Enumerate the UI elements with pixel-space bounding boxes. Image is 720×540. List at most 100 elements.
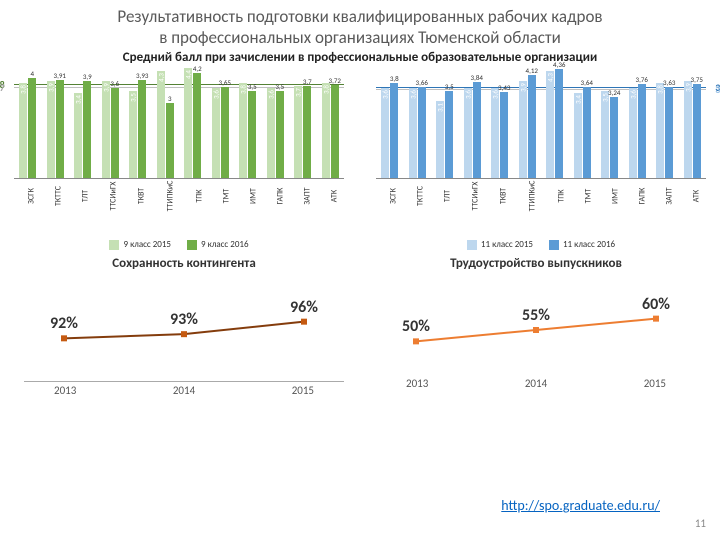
bar-value: 3,4 xyxy=(573,95,582,104)
bar: 3,8 xyxy=(656,83,664,178)
bar: 3,24 xyxy=(610,97,618,178)
bar-value: 3,65 xyxy=(219,78,231,87)
bar-value: 3,6 xyxy=(381,90,390,99)
x-axis-label: 2015 xyxy=(292,384,314,397)
bar-value: 3,72 xyxy=(329,76,341,85)
bar-value: 3,7 xyxy=(294,88,303,97)
bar-value: 3,6 xyxy=(463,90,472,99)
bar-value: 3,6 xyxy=(266,90,275,99)
bar: 3,6 xyxy=(111,88,119,178)
bar: 3,4 xyxy=(74,93,82,178)
x-axis-label: 2013 xyxy=(54,384,76,397)
bar-value: 3,76 xyxy=(636,75,648,84)
bar-value: 3,9 xyxy=(46,83,55,92)
bar: 3,65 xyxy=(221,87,229,178)
bar-value: 3,5 xyxy=(129,93,138,102)
bar: 3,9 xyxy=(519,81,527,179)
bar: 3,76 xyxy=(638,84,646,178)
bar: 3,6 xyxy=(464,88,472,178)
x-axis-label: 2013 xyxy=(406,377,428,390)
bar-value: 3,4 xyxy=(74,95,83,104)
bar-value: 3,93 xyxy=(136,71,148,80)
source-link[interactable]: http://spo.graduate.edu.ru/ xyxy=(501,497,660,514)
bar-value: 3,5 xyxy=(445,82,454,91)
bar-value: 3,6 xyxy=(408,90,417,99)
bar-value: 4,2 xyxy=(193,64,202,73)
bar-value: 4,36 xyxy=(553,60,565,69)
bar-value: 3,91 xyxy=(54,71,66,80)
bar-value: 3,7 xyxy=(303,77,312,86)
bar-value: 3,6 xyxy=(628,90,637,99)
bar-value: 3,24 xyxy=(608,88,620,97)
bar-value: 3,5 xyxy=(275,82,284,91)
bar: 3,4 xyxy=(574,93,582,178)
bar-value: 3,6 xyxy=(211,90,220,99)
bar: 3,93 xyxy=(138,80,146,178)
bar: 3,6 xyxy=(491,88,499,178)
bar: 3,64 xyxy=(583,87,591,178)
bar: 3,7 xyxy=(303,86,311,179)
bar: 3,7 xyxy=(294,86,302,179)
line-chart-employment: Трудоустройство выпускников50%55%60%2013… xyxy=(376,256,696,397)
chart-title: Сохранность контингента xyxy=(24,256,344,271)
bar-value: 3,6 xyxy=(110,79,119,88)
page-subtitle: Средний балл при зачислении в профессион… xyxy=(0,50,720,65)
bar: 3,8 xyxy=(239,83,247,178)
bar-value: 3,8 xyxy=(390,74,399,83)
x-axis-label: 2014 xyxy=(173,384,195,397)
bar: 4,4 xyxy=(184,68,192,178)
x-axis-label: АТК xyxy=(676,182,710,209)
bar: 3,9 xyxy=(102,81,110,179)
bar: 3,66 xyxy=(418,87,426,179)
bar-value: 3,75 xyxy=(691,75,703,84)
bar-value: 3,66 xyxy=(416,78,428,87)
bar: 4,36 xyxy=(555,69,563,178)
chart-title: Трудоустройство выпускников xyxy=(376,256,696,271)
bar: 3,9 xyxy=(83,81,91,179)
bar: 3,5 xyxy=(129,91,137,179)
bar-value: 4,3 xyxy=(546,73,555,82)
reference-label: 3,6 xyxy=(715,83,720,96)
bar: 4 xyxy=(28,78,36,178)
bar-value: 3,5 xyxy=(248,82,257,91)
bar-value: 3,8 xyxy=(321,85,330,94)
bar: 3,5 xyxy=(601,91,609,179)
bar-value: 3,9 xyxy=(518,83,527,92)
x-axis-label: 2015 xyxy=(644,377,666,390)
bar: 3,72 xyxy=(331,85,339,178)
page-number: 11 xyxy=(695,517,706,530)
bar: 3,63 xyxy=(665,87,673,178)
bar-value: 4,3 xyxy=(156,73,165,82)
bar-value: 3,84 xyxy=(471,73,483,82)
bar-value: 3,8 xyxy=(239,85,248,94)
bar-value: 4,12 xyxy=(526,66,538,75)
bar-value: 3,1 xyxy=(436,103,445,112)
bar: 4,12 xyxy=(528,75,536,178)
bar: 4,3 xyxy=(157,71,165,179)
reference-label: 3,7 xyxy=(0,81,5,94)
bar-value: 3,8 xyxy=(19,85,28,94)
bar: 3,5 xyxy=(445,91,453,179)
bar: 3,43 xyxy=(500,92,508,178)
bar: 3,6 xyxy=(381,88,389,178)
x-axis-label: 2014 xyxy=(525,377,547,390)
bar-value: 3,9 xyxy=(101,83,110,92)
bar-value: 3,43 xyxy=(498,83,510,92)
bar-chart-9th-grade: 3,83,73,843,93,913,43,93,93,63,53,934,33… xyxy=(14,69,344,250)
bar-value: 4,4 xyxy=(184,70,193,79)
bar: 3,8 xyxy=(322,83,330,178)
bar: 3,5 xyxy=(276,91,284,179)
bar-value: 3,63 xyxy=(663,78,675,87)
bar: 4,3 xyxy=(546,71,554,179)
bar-value: 4 xyxy=(30,69,34,78)
legend-item: 11 класс 2015 xyxy=(467,239,533,250)
bar: 3,6 xyxy=(629,88,637,178)
bar: 3,5 xyxy=(248,91,256,179)
bar-chart-11th-grade: 3,73,63,63,83,63,663,13,53,63,843,63,433… xyxy=(376,69,706,250)
page-title: Результативность подготовки квалифициров… xyxy=(0,0,720,50)
legend-item: 9 класс 2015 xyxy=(109,239,171,250)
bar: 3,84 xyxy=(473,82,481,178)
bar: 3,1 xyxy=(436,101,444,179)
legend-item: 11 класс 2016 xyxy=(549,239,615,250)
bar: 3,6 xyxy=(267,88,275,178)
